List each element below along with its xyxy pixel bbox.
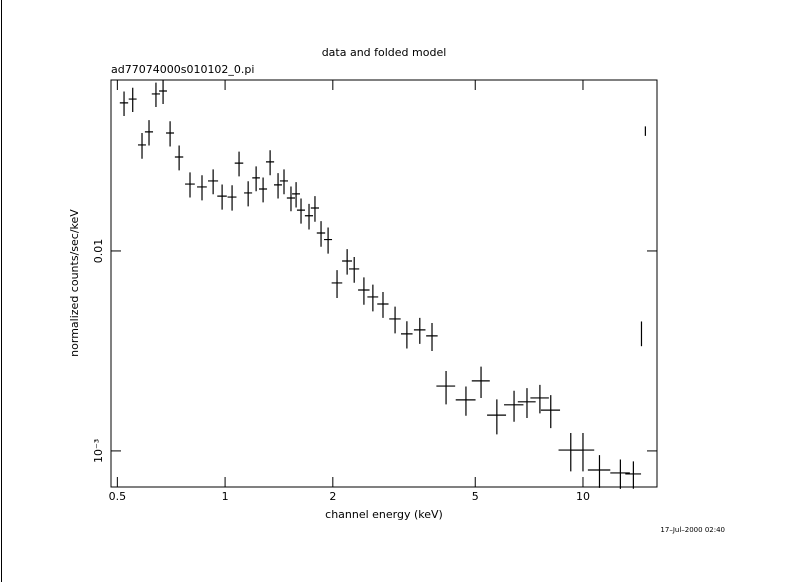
- error-bar: [316, 221, 326, 247]
- error-bar: [259, 177, 268, 203]
- x-tick-label: 10: [576, 490, 590, 503]
- error-bar: [234, 151, 244, 177]
- timestamp: 17–Jul–2000 02:40: [660, 526, 725, 534]
- error-bar: [274, 173, 282, 199]
- x-tick-label: 2: [329, 490, 336, 503]
- error-bar: [487, 399, 507, 435]
- error-bar: [227, 185, 237, 211]
- plot-frame: [110, 79, 658, 488]
- error-bar: [426, 323, 438, 351]
- error-bar: [504, 390, 524, 422]
- error-bar: [292, 182, 300, 208]
- y-tick-label: 0.01: [92, 239, 105, 264]
- error-bar: [137, 132, 146, 159]
- error-bar: [587, 455, 611, 488]
- x-axis-label: channel energy (keV): [325, 508, 443, 521]
- error-bar: [286, 186, 295, 212]
- x-tick-label: 0.5: [109, 490, 127, 503]
- error-bar: [377, 292, 389, 318]
- error-bar: [389, 306, 401, 334]
- error-bar: [217, 184, 227, 210]
- error-bar: [265, 150, 275, 176]
- y-axis-label: normalized counts/sec/keV: [68, 209, 81, 357]
- error-bar: [159, 79, 167, 105]
- error-bar: [151, 82, 161, 107]
- error-bar: [296, 198, 305, 224]
- error-bar: [174, 145, 184, 171]
- error-bar: [197, 175, 207, 201]
- y-tick-label: 10⁻³: [92, 439, 105, 463]
- error-bar: [279, 169, 289, 195]
- error-bar: [324, 227, 333, 254]
- error-bar: [471, 366, 490, 398]
- error-bar: [400, 321, 413, 349]
- error-bar: [413, 317, 426, 344]
- error-bar: [119, 91, 129, 117]
- error-bar: [185, 172, 195, 198]
- error-bar: [128, 87, 137, 113]
- error-bar: [436, 370, 456, 405]
- error-bar: [144, 120, 154, 146]
- x-tick-label: 1: [222, 490, 229, 503]
- error-bar: [530, 384, 549, 414]
- error-bar: [570, 432, 595, 472]
- error-bar: [610, 459, 630, 489]
- error-bar: [558, 432, 583, 472]
- chart-subtitle: ad77074000s010102_0.pi: [111, 63, 254, 76]
- error-bar: [304, 203, 314, 230]
- error-bar: [244, 181, 253, 207]
- error-bar: [517, 388, 536, 419]
- error-bar: [367, 284, 379, 312]
- error-bar: [349, 256, 360, 283]
- error-bar: [208, 169, 219, 195]
- x-tick-label: 5: [472, 490, 479, 503]
- chart-title: data and folded model: [322, 46, 447, 59]
- error-bar: [455, 386, 476, 416]
- error-bar: [331, 270, 343, 298]
- error-bar: [310, 196, 320, 222]
- error-bar: [358, 277, 370, 305]
- error-bar: [252, 166, 260, 192]
- error-bar: [166, 121, 175, 147]
- error-bar: [625, 461, 642, 489]
- error-bar: [540, 395, 561, 429]
- error-bar: [342, 249, 353, 275]
